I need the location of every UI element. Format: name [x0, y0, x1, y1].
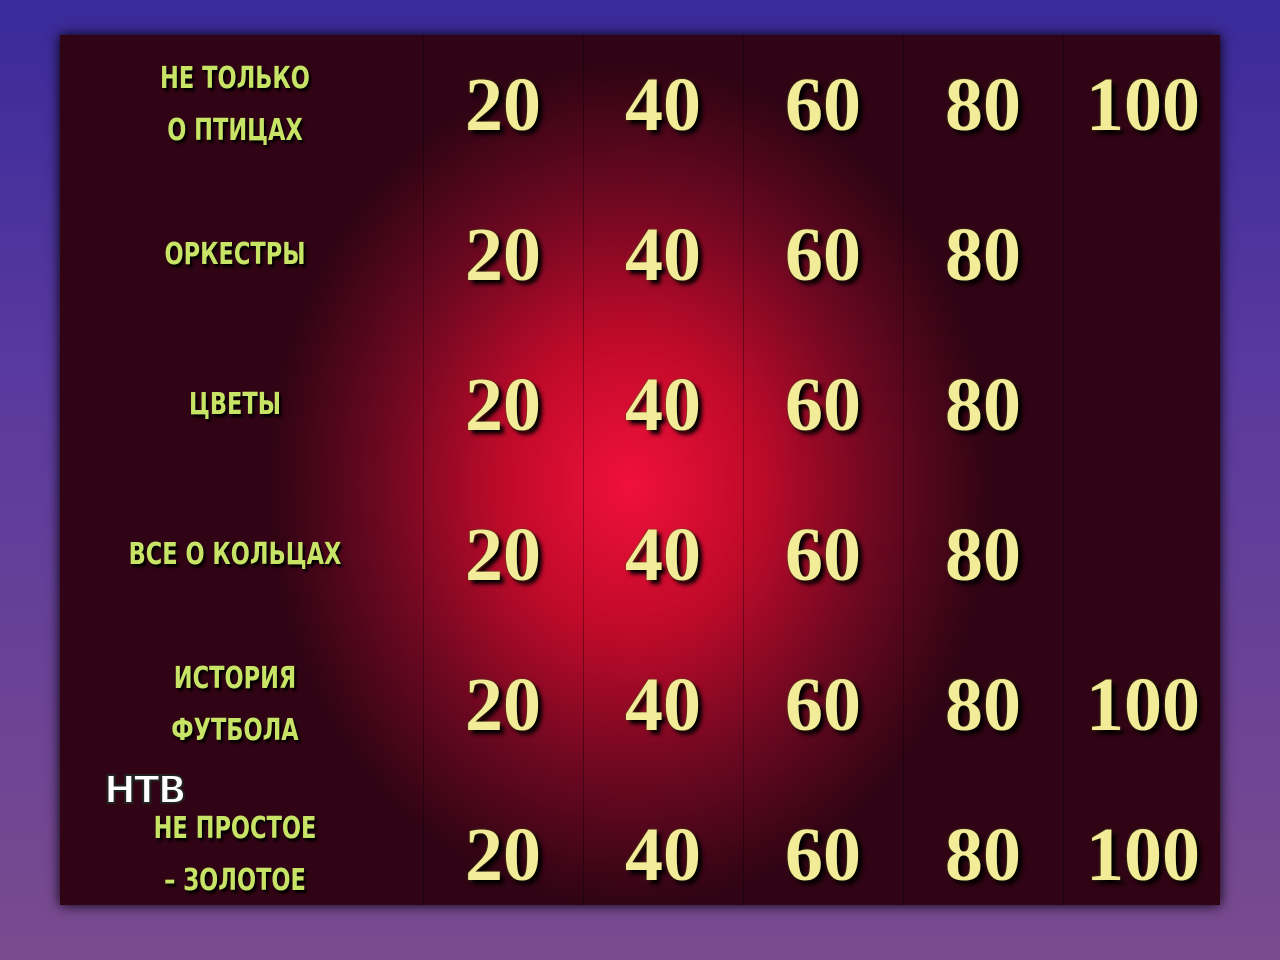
category-line: ОРКЕСТРЫ	[164, 237, 306, 272]
question-value[interactable]: 20	[465, 213, 541, 297]
question-value[interactable]: 60	[785, 513, 861, 597]
question-value[interactable]: 60	[785, 813, 861, 897]
question-value[interactable]: 20	[465, 813, 541, 897]
question-value[interactable]: 60	[785, 213, 861, 297]
category-line: ФУТБОЛА	[171, 713, 299, 748]
question-value[interactable]: 80	[945, 363, 1021, 447]
category: ОРКЕСТРЫ	[104, 229, 367, 281]
question-value[interactable]: 40	[625, 513, 701, 597]
category: ЦВЕТЫ	[104, 379, 367, 431]
question-value[interactable]: 100	[1086, 63, 1200, 147]
question-value[interactable]: 80	[945, 213, 1021, 297]
column-divider	[1063, 35, 1064, 905]
category-line: ЦВЕТЫ	[188, 387, 282, 422]
column-divider	[743, 35, 744, 905]
category-line: ВСЕ О КОЛЬЦАХ	[128, 537, 342, 572]
question-value[interactable]: 80	[945, 513, 1021, 597]
question-value[interactable]: 40	[625, 213, 701, 297]
category-line: О ПТИЦАХ	[167, 113, 303, 148]
column-divider	[583, 35, 584, 905]
game-board: НЕ ТОЛЬКО О ПТИЦАХ 20 40 60 80 100 ОРКЕСТРЫ 20 40…	[60, 35, 1220, 905]
question-value[interactable]: 100	[1086, 813, 1200, 897]
question-value[interactable]: 60	[785, 663, 861, 747]
question-value[interactable]: 40	[625, 663, 701, 747]
category-line: – ЗОЛОТОЕ	[164, 863, 306, 898]
question-value[interactable]: 20	[465, 63, 541, 147]
question-value[interactable]: 20	[465, 663, 541, 747]
question-value[interactable]: 20	[465, 513, 541, 597]
question-value[interactable]: 40	[625, 813, 701, 897]
question-value[interactable]: 80	[945, 813, 1021, 897]
question-value[interactable]: 80	[945, 663, 1021, 747]
category-line: НЕ ТОЛЬКО	[160, 61, 310, 96]
question-value[interactable]: 20	[465, 363, 541, 447]
category: ИСТОРИЯ ФУТБОЛА	[104, 653, 367, 757]
column-divider	[423, 35, 424, 905]
category: ВСЕ О КОЛЬЦАХ	[104, 529, 367, 581]
question-value[interactable]: 60	[785, 63, 861, 147]
category: НЕ ТОЛЬКО О ПТИЦАХ	[104, 53, 367, 157]
question-value[interactable]: 80	[945, 63, 1021, 147]
column-divider	[903, 35, 904, 905]
question-value[interactable]: 40	[625, 363, 701, 447]
category: НЕ ПРОСТОЕ – ЗОЛОТОЕ	[104, 803, 367, 907]
category-line: ИСТОРИЯ	[173, 661, 297, 696]
channel-logo: НТВ	[103, 767, 188, 813]
category-line: НЕ ПРОСТОЕ	[153, 811, 317, 846]
question-value[interactable]: 40	[625, 63, 701, 147]
question-value[interactable]: 60	[785, 363, 861, 447]
question-value[interactable]: 100	[1086, 663, 1200, 747]
